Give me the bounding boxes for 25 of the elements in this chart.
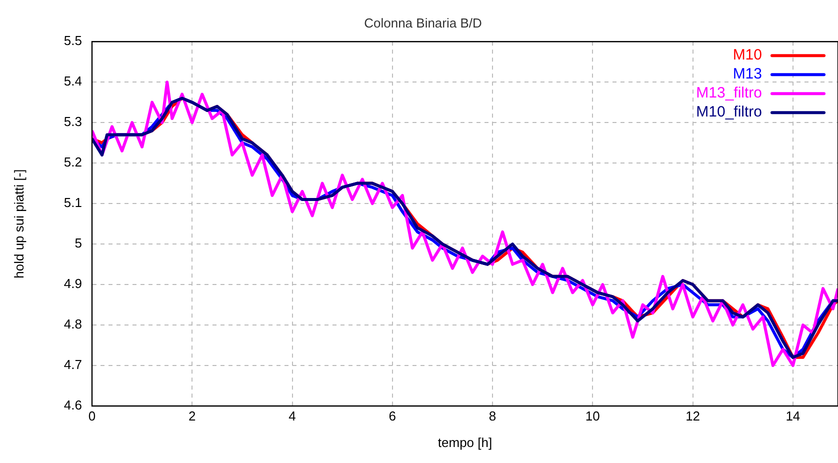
x-axis-title: tempo [h]: [438, 434, 492, 450]
x-tick-label: 8: [488, 408, 496, 424]
legend-label: M10: [732, 46, 762, 64]
y-tick-label: 4.6: [64, 398, 82, 413]
legend-label: M13: [732, 66, 762, 83]
y-tick-label: 5.2: [64, 154, 82, 170]
y-tick-label: 4.8: [64, 316, 82, 332]
x-tick-label: 14: [786, 408, 800, 424]
y-tick-label: 5: [74, 236, 82, 251]
y-tick-label: 5.1: [64, 195, 82, 210]
x-tick-label: 6: [388, 408, 396, 424]
y-axis-title: hold up sui piatti [-]: [11, 169, 26, 278]
chart-title: Colonna Binaria B/D: [364, 15, 482, 30]
x-tick-label: 2: [188, 408, 196, 424]
y-tick-label: 4.9: [64, 276, 82, 292]
y-tick-label: 4.7: [64, 357, 82, 372]
y-tick-label: 5.5: [64, 33, 82, 48]
y-tick-label: 5.4: [64, 74, 82, 89]
x-tick-label: 4: [288, 408, 296, 424]
x-tick-label: 0: [88, 408, 96, 424]
legend-label: M10_filtro: [696, 104, 762, 121]
y-tick-label: 5.3: [64, 114, 82, 130]
x-tick-label: 10: [585, 408, 600, 424]
x-tick-label: 12: [686, 408, 700, 424]
legend-label: M13_filtro: [696, 84, 762, 102]
